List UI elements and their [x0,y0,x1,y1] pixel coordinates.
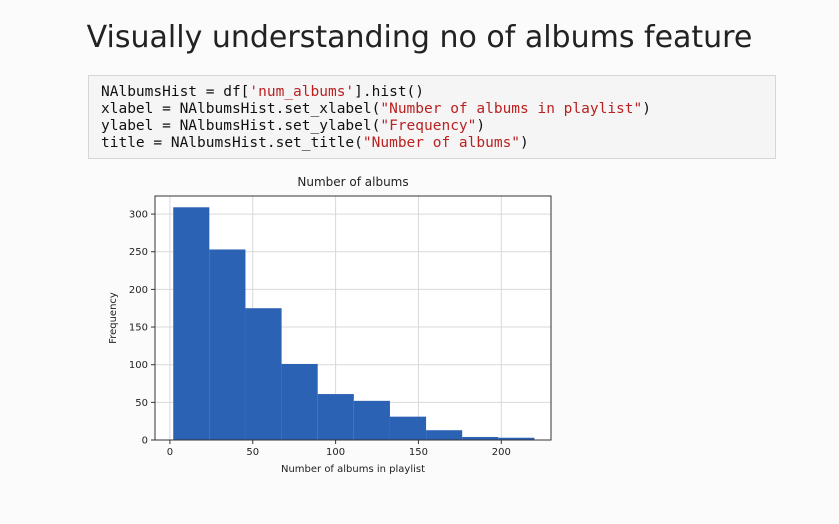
chart-title: Number of albums [297,175,408,189]
bar [426,430,463,440]
code-line: ylabel = NAlbumsHist.set_ylabel("Frequen… [101,118,763,135]
chart: Number of albums Number of albums in pla… [108,175,552,475]
code-token: xlabel = NAlbumsHist.set_xlabel( [101,101,381,117]
bar [498,437,535,440]
code-token: title = NAlbumsHist.set_title( [101,135,363,151]
code-token: "Frequency" [380,118,477,134]
code-token: 'num_albums' [249,84,355,100]
bar [173,207,210,440]
code-line: NAlbumsHist = df['num_albums'].hist() [101,84,763,101]
y-tick-label: 50 [135,398,148,409]
code-token: ) [642,101,651,117]
code-token: "Number of albums" [362,135,521,151]
bar [281,363,318,440]
code-token: ) [476,118,486,134]
bar [462,436,499,440]
y-tick-label: 200 [129,285,148,296]
bar [317,394,354,440]
code-token: ].hist() [354,84,425,100]
y-tick-label: 100 [129,360,148,371]
code-token: ylabel = NAlbumsHist.set_ylabel( [101,118,381,134]
x-tick-label: 0 [167,447,173,458]
code-token: ) [520,135,529,151]
x-tick-label: 50 [246,447,259,458]
bar [389,416,427,440]
y-axis-label: Frequency [108,292,119,344]
bar [209,249,246,440]
code-token: NAlbumsHist = df[ [101,84,250,100]
bar [245,308,282,440]
y-tick-label: 150 [129,323,148,334]
y-tick-label: 0 [142,436,148,447]
bar [353,400,390,440]
code-line: xlabel = NAlbumsHist.set_xlabel("Number … [101,101,763,118]
code-line: title = NAlbumsHist.set_title("Number of… [101,135,763,152]
code-block: NAlbumsHist = df['num_albums'].hist() xla… [88,75,776,159]
x-axis-label: Number of albums in playlist [281,464,425,475]
slide-title: Visually understanding no of albums feat… [86,20,753,55]
y-tick-label: 250 [129,247,148,258]
y-tick-label: 300 [129,210,148,221]
x-tick-label: 200 [492,447,511,458]
axes-frame [154,195,552,441]
code-token: "Number of albums in playlist" [380,101,643,117]
x-tick-label: 100 [326,447,345,458]
x-tick-label: 150 [409,447,428,458]
